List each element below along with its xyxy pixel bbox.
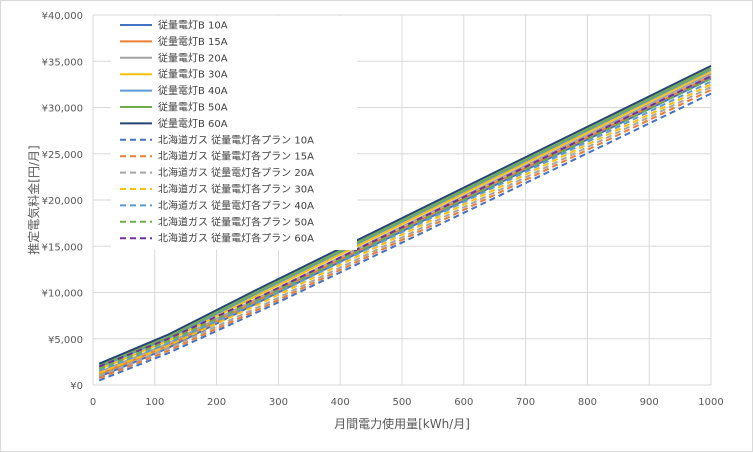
- y-tick-label: ¥35,000: [42, 57, 83, 68]
- y-tick-label: ¥30,000: [42, 104, 83, 115]
- series-lines: [98, 65, 712, 382]
- y-tick-label: ¥40,000: [42, 11, 83, 22]
- x-axis-ticks: 0 100 200 300 400 500 600 700 800 900 1000: [90, 397, 724, 408]
- legend-label: 北海道ガス 従量電灯各プラン 60A: [158, 232, 314, 245]
- y-tick-label: ¥25,000: [42, 150, 83, 161]
- x-tick-label: 100: [145, 397, 164, 408]
- series-line: [98, 77, 712, 378]
- x-tick-label: 800: [578, 397, 597, 408]
- x-tick-label: 300: [269, 397, 288, 408]
- series-line: [98, 70, 712, 371]
- legend-label: 北海道ガス 従量電灯各プラン 30A: [158, 183, 314, 196]
- x-tick-label: 400: [331, 397, 350, 408]
- legend-label: 従量電灯B 50A: [158, 101, 228, 114]
- y-tick-label: ¥15,000: [42, 242, 83, 253]
- x-tick-label: 1000: [698, 397, 723, 408]
- x-axis-title: 月間電力使用量[kWh/月]: [334, 416, 470, 431]
- series-line: [98, 72, 712, 374]
- series-line: [98, 65, 712, 365]
- legend-label: 従量電灯B 20A: [158, 51, 228, 64]
- y-tick-label: ¥5,000: [48, 335, 83, 346]
- x-tick-label: 700: [516, 397, 535, 408]
- y-axis-title: 推定電気料金[円/月]: [26, 145, 41, 254]
- series-line: [98, 75, 712, 376]
- x-tick-label: 200: [207, 397, 226, 408]
- legend-label: 従量電灯B 40A: [158, 84, 228, 97]
- y-tick-label: ¥20,000: [42, 196, 83, 207]
- legend-background: [111, 16, 357, 250]
- y-axis-ticks: ¥0 ¥5,000 ¥10,000 ¥15,000 ¥20,000 ¥25,000 ¥30,…: [42, 11, 83, 392]
- x-tick-label: 600: [454, 397, 473, 408]
- grid: [92, 14, 712, 386]
- x-tick-label: 900: [640, 397, 659, 408]
- legend-label: 北海道ガス 従量電灯各プラン 40A: [158, 199, 314, 212]
- legend-label: 従量電灯B 15A: [158, 35, 228, 48]
- y-tick-label: ¥10,000: [42, 289, 83, 300]
- legend-label: 従量電灯B 30A: [158, 68, 228, 81]
- y-tick-label: ¥0: [70, 381, 83, 392]
- x-tick-label: 0: [90, 397, 96, 408]
- series-line: [98, 67, 712, 367]
- series-line: [98, 68, 712, 368]
- legend: 従量電灯B 10A 従量電灯B 15A 従量電灯B 20A 従量電灯B 30A 従量電灯…: [120, 19, 314, 245]
- legend-label: 北海道ガス 従量電灯各プラン 15A: [158, 150, 314, 163]
- legend-label: 北海道ガス 従量電灯各プラン 20A: [158, 166, 314, 179]
- x-tick-label: 500: [392, 397, 411, 408]
- legend-label: 従量電灯B 10A: [158, 19, 228, 32]
- legend-label: 北海道ガス 従量電灯各プラン 50A: [158, 215, 314, 228]
- legend-label: 従量電灯B 60A: [158, 117, 228, 130]
- legend-label: 北海道ガス 従量電灯各プラン 10A: [158, 133, 314, 146]
